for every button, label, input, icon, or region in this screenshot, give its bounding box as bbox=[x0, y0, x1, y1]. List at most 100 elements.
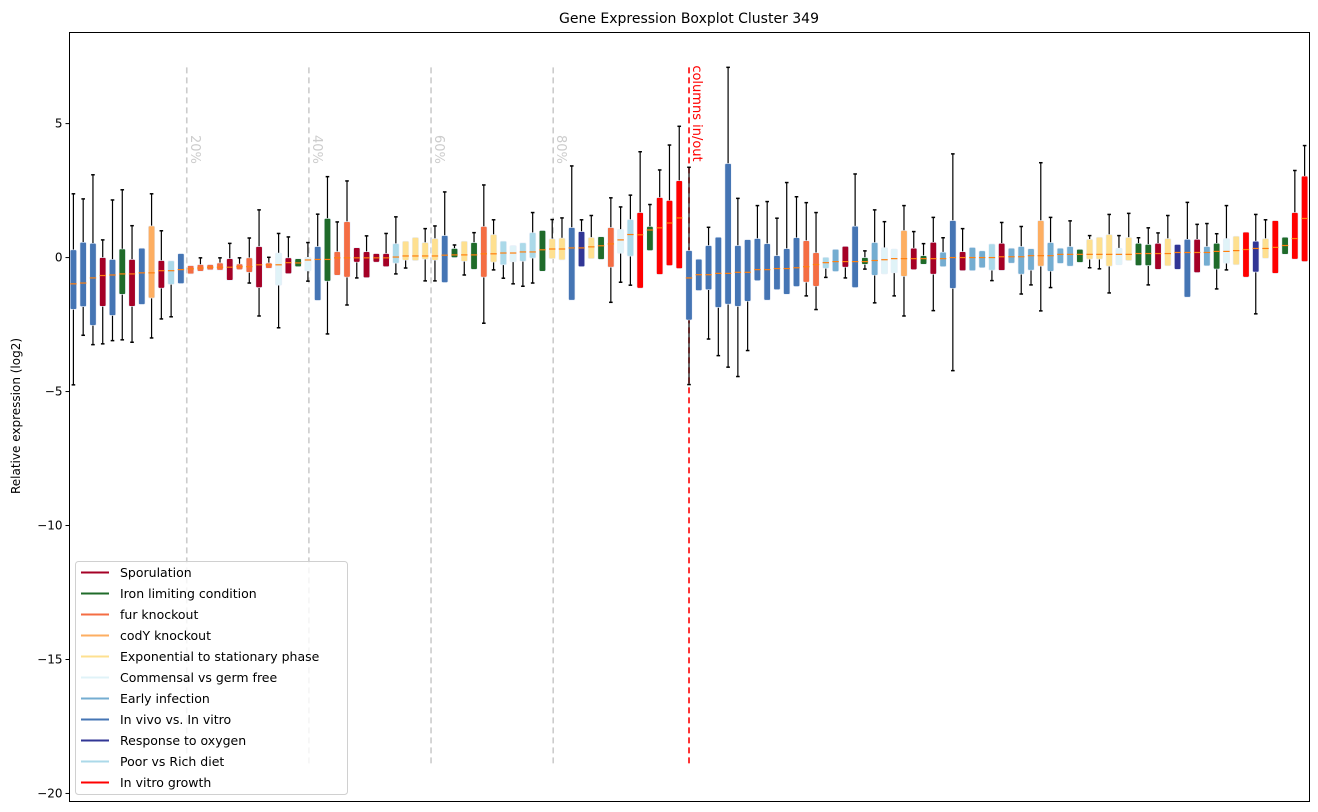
box-53 bbox=[587, 214, 595, 259]
box-body bbox=[490, 234, 498, 263]
box-body bbox=[724, 163, 732, 305]
box-body bbox=[832, 248, 840, 272]
box-body bbox=[1125, 237, 1133, 261]
box-29 bbox=[353, 247, 361, 279]
box-38 bbox=[441, 191, 449, 283]
box-63 bbox=[685, 166, 693, 386]
box-40 bbox=[460, 240, 468, 276]
box-74 bbox=[792, 195, 800, 287]
box-body bbox=[99, 257, 107, 307]
box-37 bbox=[431, 225, 439, 282]
box-body bbox=[1144, 244, 1152, 266]
box-6 bbox=[128, 224, 136, 343]
box-body bbox=[333, 251, 341, 276]
box-75 bbox=[802, 201, 810, 297]
box-body bbox=[1203, 246, 1211, 267]
box-body bbox=[245, 257, 253, 273]
box-body bbox=[1027, 248, 1035, 271]
box-105 bbox=[1095, 236, 1103, 270]
box-body bbox=[1291, 212, 1299, 260]
box-body bbox=[871, 242, 879, 276]
box-body bbox=[763, 243, 771, 301]
box-body bbox=[177, 253, 185, 284]
box-15 bbox=[216, 257, 224, 271]
box-21 bbox=[275, 232, 283, 329]
box-117 bbox=[1213, 232, 1221, 290]
box-body bbox=[753, 238, 761, 281]
box-67 bbox=[724, 66, 732, 368]
box-39 bbox=[450, 244, 458, 258]
box-80 bbox=[851, 173, 859, 288]
box-114 bbox=[1183, 201, 1191, 298]
box-body bbox=[626, 219, 634, 257]
legend-label: Commensal vs germ free bbox=[120, 670, 277, 685]
box-body bbox=[382, 253, 390, 267]
box-body bbox=[665, 200, 673, 266]
box-86 bbox=[910, 230, 918, 270]
box-55 bbox=[607, 197, 615, 304]
box-36 bbox=[421, 227, 429, 282]
boxes bbox=[69, 66, 1309, 386]
box-body bbox=[1134, 243, 1142, 266]
box-7 bbox=[138, 247, 146, 305]
box-20 bbox=[265, 256, 273, 269]
box-78 bbox=[832, 248, 840, 272]
box-body bbox=[538, 230, 546, 272]
box-body bbox=[148, 225, 156, 299]
box-body bbox=[216, 262, 224, 271]
box-111 bbox=[1154, 232, 1162, 270]
box-42 bbox=[480, 184, 488, 324]
box-body bbox=[597, 236, 605, 260]
box-120 bbox=[1242, 231, 1250, 278]
box-124 bbox=[1281, 236, 1289, 255]
box-body bbox=[460, 240, 468, 262]
box-62 bbox=[675, 125, 683, 269]
box-body bbox=[69, 249, 77, 310]
y-axis-ticks: 5 0 −5 −10 −15 −20 bbox=[37, 117, 70, 800]
reference-line-label: columns in/out bbox=[689, 65, 704, 161]
legend-label: Exponential to stationary phase bbox=[120, 649, 320, 664]
box-body bbox=[128, 259, 136, 307]
box-30 bbox=[363, 235, 371, 278]
box-35 bbox=[411, 237, 419, 261]
box-body bbox=[138, 247, 146, 305]
box-79 bbox=[841, 246, 849, 279]
box-2 bbox=[89, 174, 97, 346]
box-body bbox=[900, 230, 908, 277]
box-49 bbox=[548, 218, 556, 259]
box-97 bbox=[1017, 225, 1025, 295]
y-axis-label: Relative expression (log2) bbox=[9, 338, 23, 494]
reference-line-label: 80% bbox=[553, 135, 568, 164]
box-body bbox=[1105, 234, 1113, 267]
box-body bbox=[617, 229, 625, 254]
box-body bbox=[1066, 246, 1074, 267]
reference-line-label: 40% bbox=[309, 135, 324, 164]
box-104 bbox=[1086, 234, 1094, 269]
box-body bbox=[773, 255, 781, 291]
box-10 bbox=[167, 260, 175, 318]
box-31 bbox=[372, 253, 380, 263]
box-body bbox=[783, 248, 791, 295]
box-81 bbox=[861, 250, 869, 270]
box-44 bbox=[499, 240, 507, 279]
box-body bbox=[1193, 239, 1201, 273]
legend-label: Iron limiting condition bbox=[120, 586, 257, 601]
box-48 bbox=[538, 230, 546, 272]
legend-label: Sporulation bbox=[120, 565, 192, 580]
box-51 bbox=[568, 165, 576, 301]
box-1 bbox=[79, 198, 87, 337]
box-body bbox=[1056, 247, 1064, 264]
box-126 bbox=[1301, 144, 1309, 262]
box-body bbox=[744, 239, 752, 302]
box-14 bbox=[206, 264, 214, 271]
box-83 bbox=[880, 220, 888, 275]
box-body bbox=[802, 240, 810, 283]
box-body bbox=[314, 246, 322, 301]
box-body bbox=[450, 248, 458, 258]
box-32 bbox=[382, 232, 390, 267]
box-96 bbox=[1007, 247, 1015, 264]
box-body bbox=[509, 245, 517, 263]
box-body bbox=[79, 242, 87, 307]
box-119 bbox=[1232, 235, 1240, 266]
box-106 bbox=[1105, 213, 1113, 294]
